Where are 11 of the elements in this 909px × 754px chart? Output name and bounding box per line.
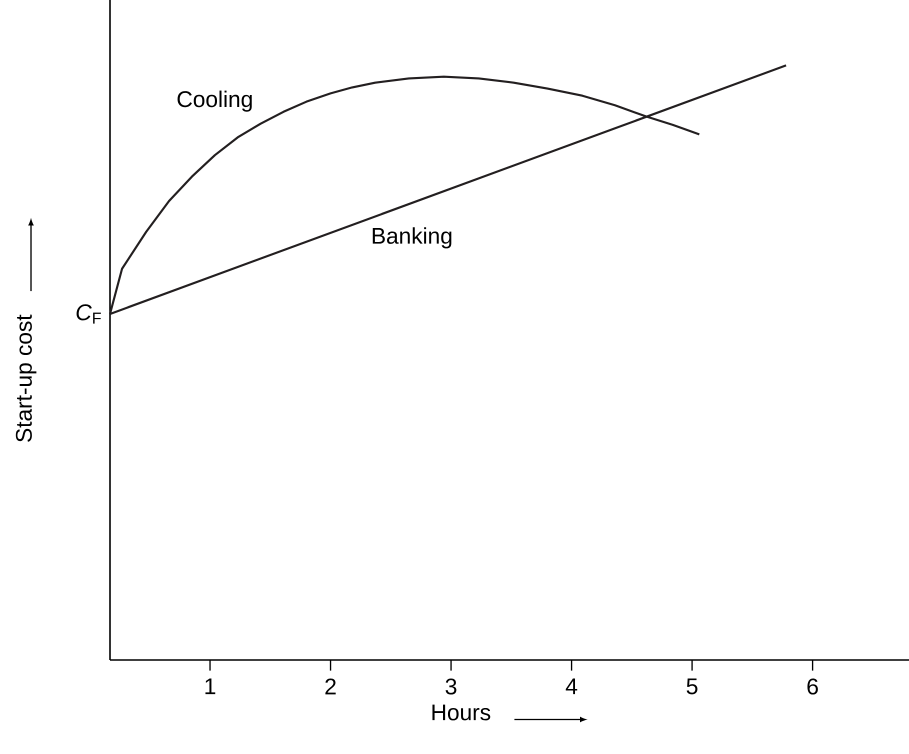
x-tick-label: 5 xyxy=(686,678,698,694)
x-tick-label: 1 xyxy=(205,678,216,694)
x-tick-label: 3 xyxy=(446,678,456,695)
y-axis-title: Start-up cost xyxy=(16,314,36,442)
annotation: C$_{F}$ xyxy=(76,304,101,324)
series-label: Banking xyxy=(372,227,452,248)
series-label: Cooling xyxy=(178,90,252,112)
x-tick-label: 4 xyxy=(566,678,578,694)
x-tick-label: 2 xyxy=(325,678,336,694)
x-tick-label: 6 xyxy=(807,678,818,695)
x-axis-title: Hours xyxy=(432,704,490,720)
